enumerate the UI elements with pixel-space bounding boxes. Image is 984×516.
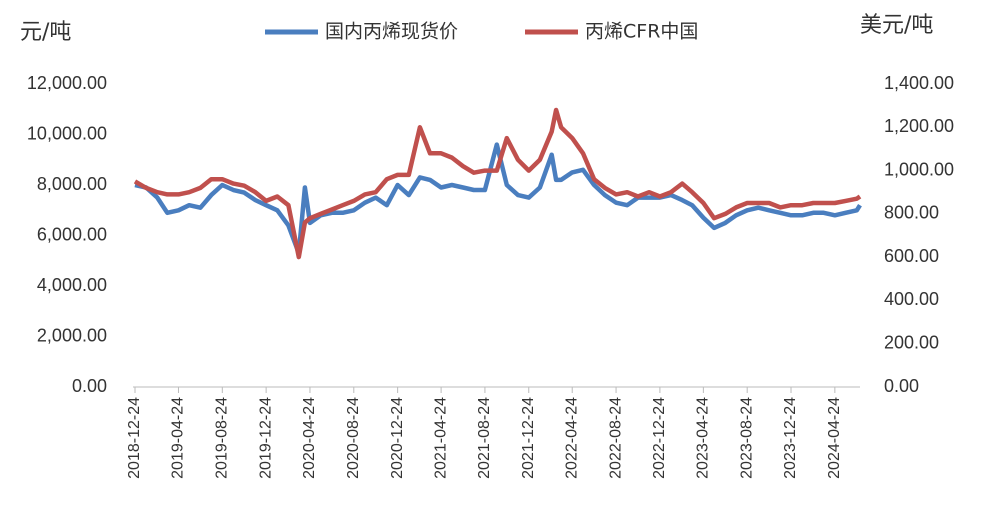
x-tick-label: 2020-08-24 bbox=[345, 397, 362, 479]
y2-tick-label: 600.00 bbox=[884, 246, 939, 266]
y-tick-label: 6,000.00 bbox=[37, 224, 107, 244]
y2-axis-title: 美元/吨 bbox=[860, 13, 933, 38]
y2-tick-label: 1,000.00 bbox=[884, 159, 954, 179]
x-tick-label: 2022-04-24 bbox=[563, 397, 580, 479]
y-tick-label: 12,000.00 bbox=[27, 73, 107, 93]
series-line bbox=[133, 107, 862, 260]
y2-tick-label: 800.00 bbox=[884, 203, 939, 223]
x-tick-label: 2023-04-24 bbox=[695, 397, 712, 479]
x-tick-label: 2023-08-24 bbox=[738, 397, 755, 479]
y-tick-label: 4,000.00 bbox=[37, 275, 107, 295]
x-tick-label: 2021-04-24 bbox=[432, 397, 449, 479]
x-tick-label: 2022-08-24 bbox=[607, 397, 624, 479]
x-tick-label: 2019-12-24 bbox=[257, 397, 274, 479]
x-tick-label: 2021-08-24 bbox=[476, 397, 493, 479]
y-tick-label: 10,000.00 bbox=[27, 123, 107, 143]
x-tick-label: 2024-04-24 bbox=[826, 397, 843, 479]
legend-label: 丙烯CFR中国 bbox=[585, 21, 698, 43]
x-tick-label: 2020-12-24 bbox=[389, 397, 406, 479]
x-tick-label: 2021-12-24 bbox=[520, 397, 537, 479]
x-tick-label: 2020-04-24 bbox=[301, 397, 318, 479]
y-tick-label: 2,000.00 bbox=[37, 325, 107, 345]
legend-label: 国内丙烯现货价 bbox=[325, 21, 458, 43]
y2-tick-label: 1,400.00 bbox=[884, 73, 954, 93]
x-tick-label: 2022-12-24 bbox=[651, 397, 668, 479]
x-tick-label: 2019-04-24 bbox=[170, 397, 187, 479]
y-axis-title: 元/吨 bbox=[20, 20, 71, 45]
y2-tick-label: 0.00 bbox=[884, 376, 919, 396]
series-line bbox=[134, 142, 862, 256]
y-tick-label: 8,000.00 bbox=[37, 174, 107, 194]
x-tick-label: 2019-08-24 bbox=[214, 397, 231, 479]
y2-tick-label: 1,200.00 bbox=[884, 116, 954, 136]
x-tick-label: 2018-12-24 bbox=[126, 397, 143, 479]
x-tick-label: 2023-12-24 bbox=[782, 397, 799, 479]
y2-tick-label: 200.00 bbox=[884, 332, 939, 352]
y2-tick-label: 400.00 bbox=[884, 289, 939, 309]
y-tick-label: 0.00 bbox=[72, 376, 107, 396]
